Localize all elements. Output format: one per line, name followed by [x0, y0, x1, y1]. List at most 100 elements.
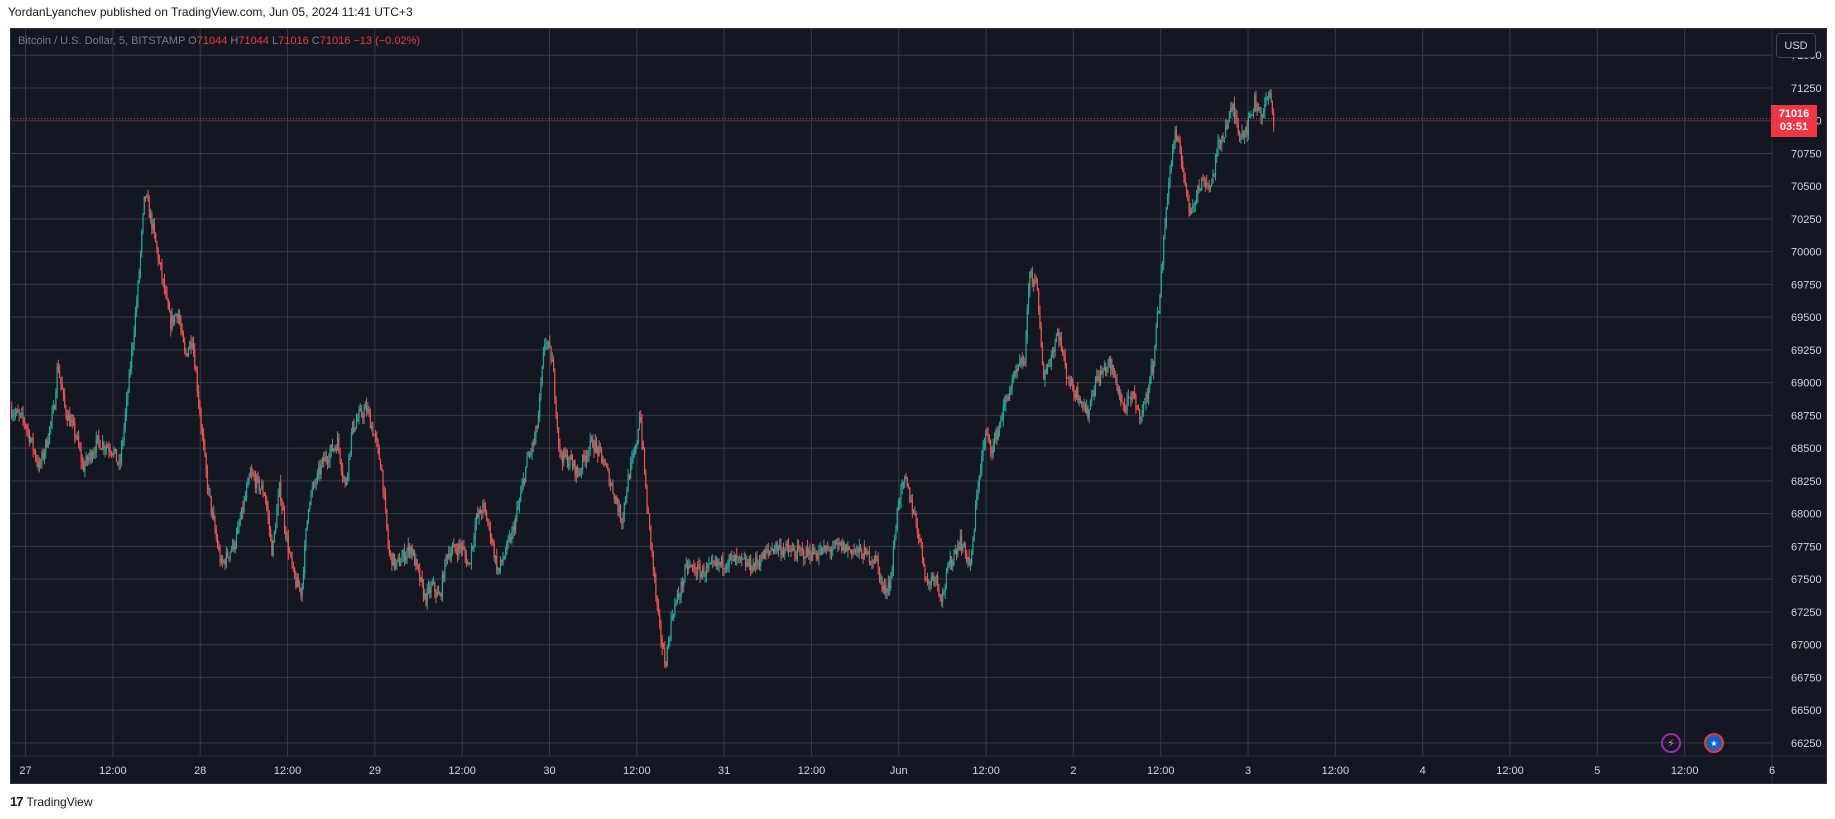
- price-chart-svg[interactable]: 7150071250710007075070500702507000069750…: [11, 29, 1827, 784]
- candle-body: [415, 559, 417, 566]
- candle-body: [387, 528, 389, 546]
- candle-body: [1177, 138, 1179, 141]
- lightning-icon[interactable]: ⚡: [1661, 733, 1681, 753]
- candle-body: [968, 557, 970, 565]
- candle-body: [718, 562, 720, 566]
- candle-body: [40, 462, 42, 464]
- candle-body: [559, 444, 561, 451]
- grid-layer: [11, 29, 1773, 756]
- candle-body: [316, 472, 318, 483]
- candle-body: [1173, 143, 1175, 149]
- candle-body: [624, 498, 627, 503]
- candle-body: [429, 586, 431, 593]
- candle-body: [966, 552, 968, 562]
- candle-body: [1230, 108, 1232, 113]
- candle-body: [882, 585, 884, 590]
- candle-body: [925, 578, 927, 580]
- candle-body: [1232, 104, 1234, 110]
- candle-body: [482, 502, 484, 515]
- candle-body: [796, 545, 798, 559]
- candle-body: [229, 552, 231, 558]
- candle-body: [641, 421, 643, 444]
- candle-body: [445, 555, 447, 560]
- candle-body: [818, 552, 820, 559]
- candle-body: [656, 595, 658, 606]
- candle-body: [185, 351, 187, 354]
- candle-body: [870, 562, 872, 564]
- candle-body: [1231, 108, 1233, 110]
- candle-body: [560, 450, 562, 458]
- candle-body: [806, 547, 809, 555]
- candle-body: [335, 447, 337, 451]
- candle-body: [992, 444, 994, 454]
- candle-body: [1000, 420, 1002, 424]
- candle-body: [450, 552, 452, 559]
- candle-body: [110, 452, 113, 454]
- candle-body: [794, 550, 796, 556]
- candle-body: [863, 547, 865, 560]
- candle-body: [654, 569, 656, 578]
- candle-body: [1174, 130, 1176, 144]
- candle-body: [119, 460, 121, 462]
- candle-body: [525, 466, 527, 482]
- chart-pane[interactable]: 7150071250710007075070500702507000069750…: [10, 28, 1827, 784]
- candle-body: [1204, 182, 1207, 186]
- candle-body: [1016, 368, 1018, 373]
- us-flag-icon[interactable]: ★: [1704, 733, 1724, 753]
- candle-body: [314, 482, 316, 484]
- price-tick-label: 68250: [1791, 476, 1822, 488]
- candle-body: [739, 556, 742, 558]
- candle-body: [861, 550, 863, 559]
- candle-body: [181, 328, 183, 332]
- candle-body: [326, 460, 329, 463]
- currency-button[interactable]: USD: [1776, 33, 1816, 58]
- candle-body: [201, 427, 203, 435]
- candle-body: [349, 452, 351, 455]
- candle-body: [51, 412, 53, 423]
- candle-body: [228, 557, 230, 559]
- candle-body: [180, 322, 182, 329]
- candle-body: [53, 406, 56, 409]
- candle-body: [1254, 95, 1256, 112]
- candle-body: [751, 571, 753, 573]
- tradingview-footer[interactable]: 17 TradingView: [10, 794, 93, 809]
- candle-body: [79, 445, 81, 450]
- candle-body: [330, 444, 332, 452]
- candle-body: [101, 442, 104, 449]
- candle-body: [45, 439, 47, 453]
- candle-body: [1208, 185, 1210, 188]
- candle-body: [674, 603, 676, 616]
- candle-body: [843, 542, 845, 553]
- price-tick-label: 67750: [1791, 541, 1822, 553]
- candle-body: [48, 427, 51, 441]
- candle-body: [70, 420, 72, 427]
- candle-body: [655, 577, 657, 596]
- candle-body: [670, 618, 672, 639]
- candle-body: [1089, 400, 1092, 410]
- candle-body: [748, 558, 750, 566]
- candle-body: [851, 549, 853, 555]
- candle-body: [372, 425, 374, 436]
- candle-body: [1267, 96, 1270, 98]
- time-axis[interactable]: 27 12:00 28 12:00 29 12:00 30 12:00 31 12:00 Jun 12…: [19, 765, 1775, 777]
- candle-body: [993, 439, 996, 445]
- candle-body: [1064, 356, 1066, 366]
- candle-body: [777, 546, 780, 551]
- candle-body: [846, 544, 848, 551]
- candle-body: [604, 464, 606, 466]
- candle-body: [710, 561, 713, 564]
- candle-body: [69, 414, 71, 427]
- candle-body: [511, 531, 513, 542]
- candle-body: [147, 195, 149, 201]
- candle-body: [685, 563, 687, 567]
- candle-body: [307, 509, 310, 520]
- candle-body: [77, 436, 80, 446]
- candle-body: [862, 558, 864, 560]
- candle-body: [873, 561, 876, 563]
- candle-body: [93, 452, 95, 456]
- price-axis[interactable]: 7150071250710007075070500702507000069750…: [1791, 50, 1822, 750]
- candle-body: [561, 457, 564, 463]
- candle-body: [985, 433, 987, 443]
- candle-body: [37, 462, 39, 468]
- candle-body: [1131, 391, 1133, 401]
